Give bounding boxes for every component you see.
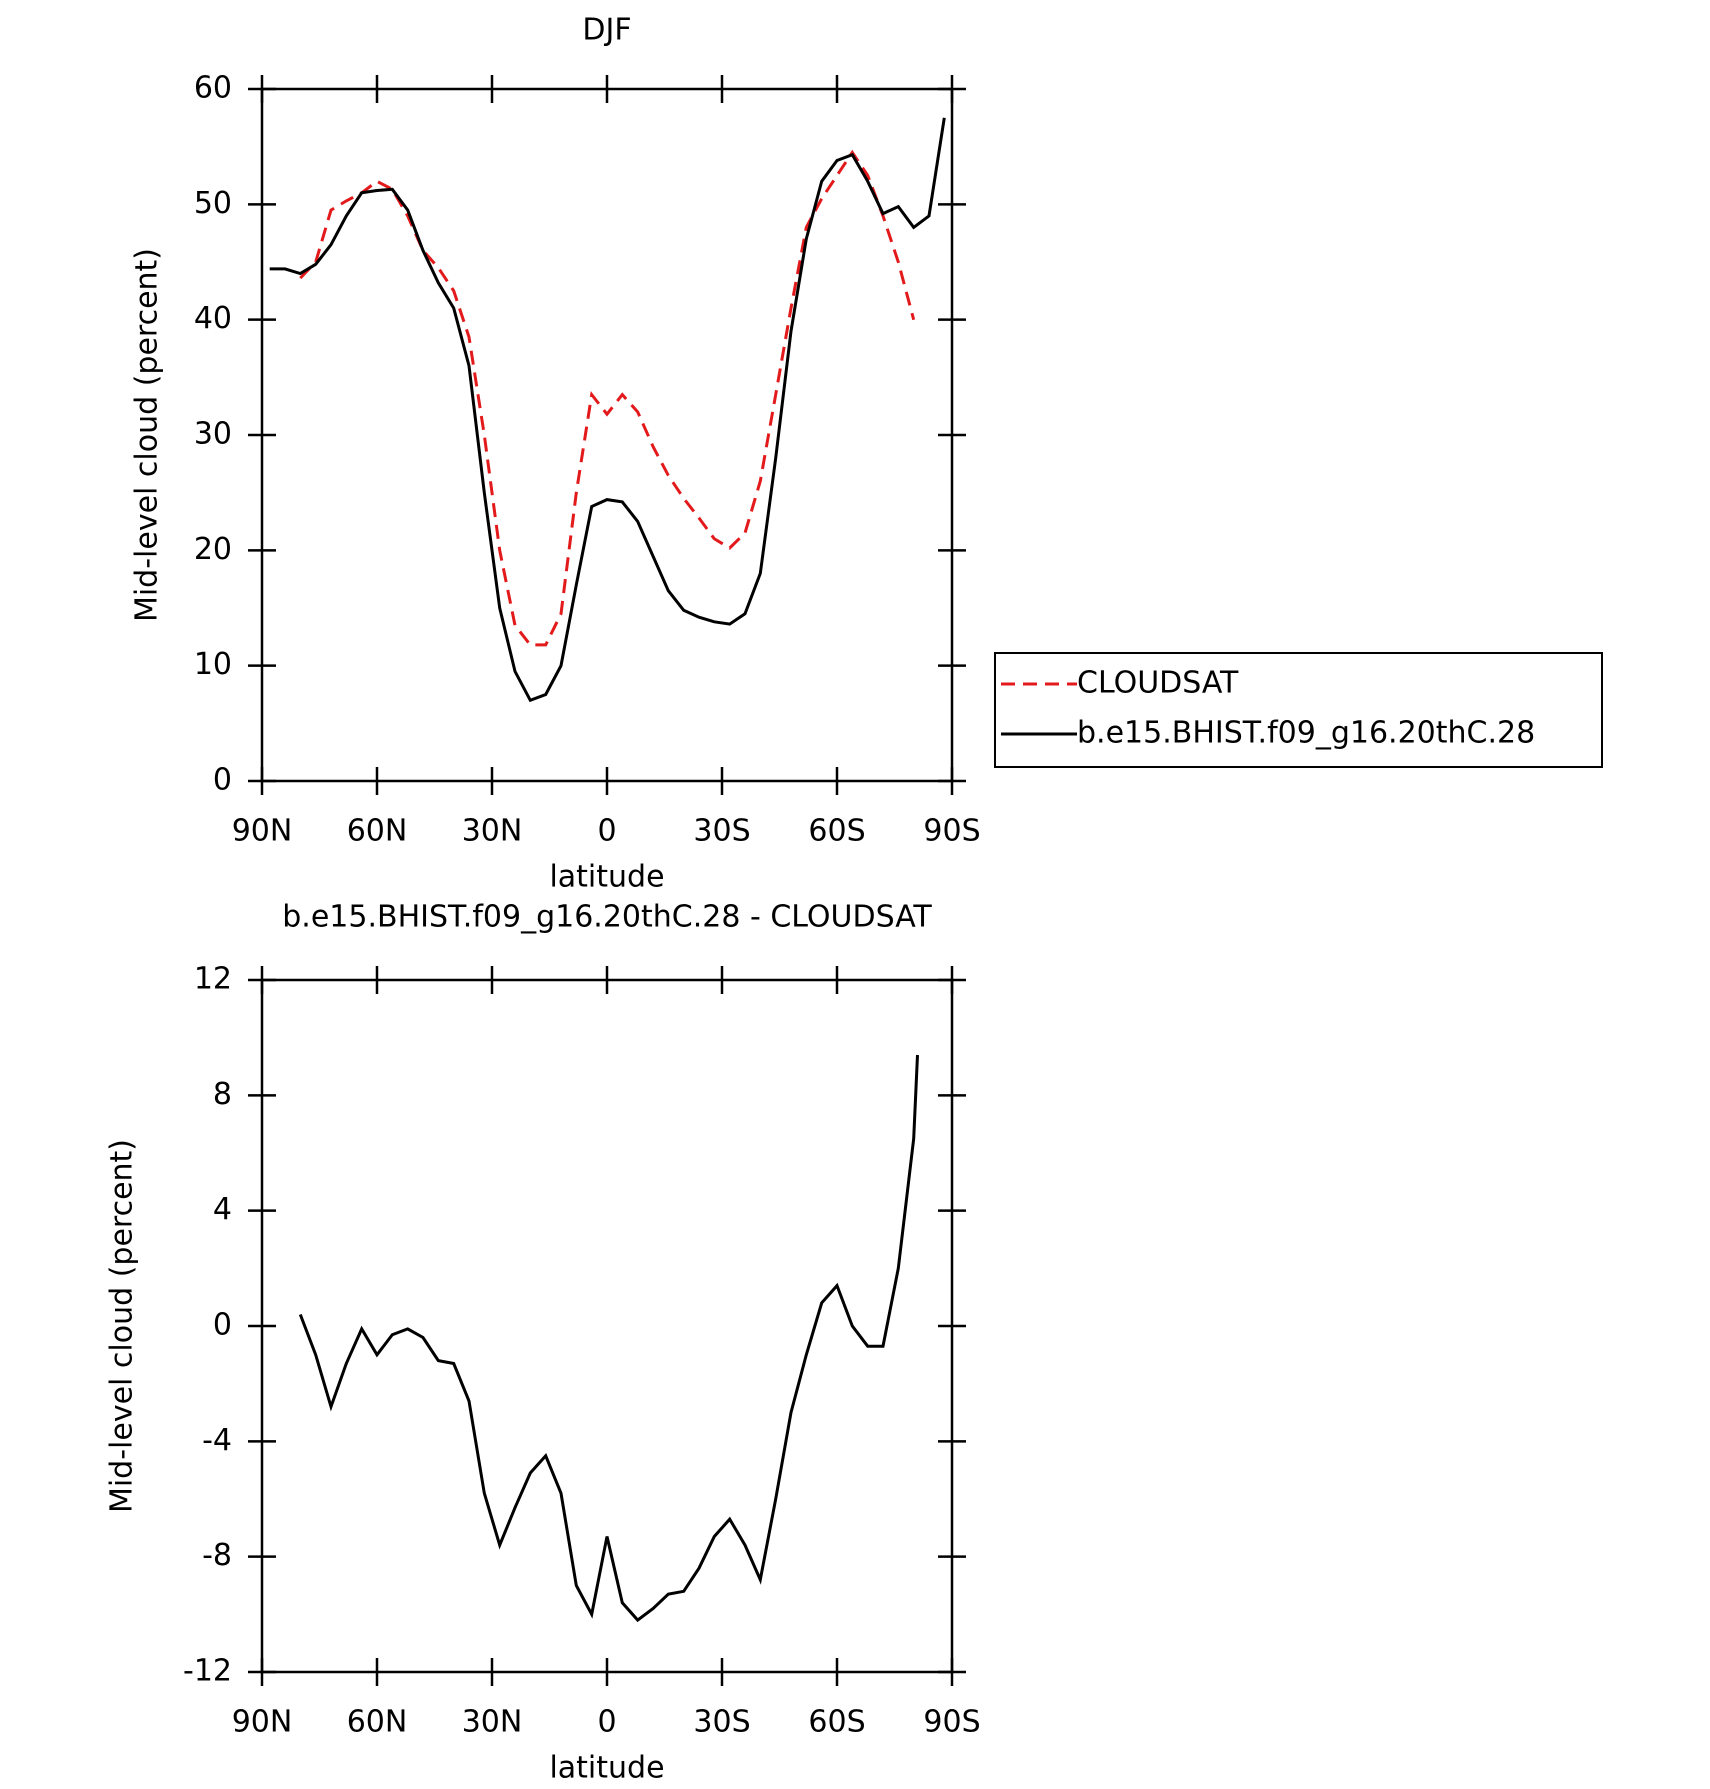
y-tick-label: 10 <box>194 647 232 682</box>
x-tick-label: 0 <box>597 814 616 849</box>
y-tick-label: 0 <box>213 1308 232 1343</box>
legend-box <box>994 652 1603 768</box>
x-tick-label: 30S <box>693 1705 750 1740</box>
x-tick-label: 30S <box>693 814 750 849</box>
y-tick-label: 50 <box>194 186 232 221</box>
x-tick-label: 60S <box>808 1705 865 1740</box>
legend-label: b.e15.BHIST.f09_g16.20thC.28 <box>1077 716 1535 751</box>
x-tick-label: 90N <box>232 814 293 849</box>
chart-title: b.e15.BHIST.f09_g16.20thC.28 - CLOUDSAT <box>282 900 932 935</box>
y-tick-label: 20 <box>194 532 232 567</box>
plot-frame <box>260 87 954 783</box>
x-tick-label: 60S <box>808 814 865 849</box>
x-tick-label: 90N <box>232 1705 293 1740</box>
x-tick-label: 0 <box>597 1705 616 1740</box>
y-tick-label: -4 <box>202 1423 232 1458</box>
x-tick-label: 60N <box>347 814 408 849</box>
y-tick-label: 12 <box>194 962 232 997</box>
x-tick-label: 30N <box>462 814 523 849</box>
y-tick-label: -8 <box>202 1538 232 1573</box>
x-axis-label: latitude <box>549 1751 664 1786</box>
y-axis-label: Mid-level cloud (percent) <box>105 1139 140 1513</box>
data-line <box>269 117 946 703</box>
y-tick-label: 0 <box>213 763 232 798</box>
y-tick-label: -12 <box>183 1654 232 1689</box>
data-line <box>298 1054 919 1623</box>
x-tick-label: 60N <box>347 1705 408 1740</box>
x-axis-label: latitude <box>549 860 664 895</box>
x-tick-label: 90S <box>923 814 980 849</box>
legend-label: CLOUDSAT <box>1077 666 1239 701</box>
y-axis-label: Mid-level cloud (percent) <box>130 248 165 622</box>
y-tick-label: 40 <box>194 301 232 336</box>
plot-frame <box>260 978 954 1674</box>
y-tick-label: 30 <box>194 417 232 452</box>
x-tick-label: 90S <box>923 1705 980 1740</box>
data-line <box>299 149 916 647</box>
x-tick-label: 30N <box>462 1705 523 1740</box>
chart-title: DJF <box>582 13 631 48</box>
y-tick-label: 8 <box>213 1077 232 1112</box>
y-tick-label: 60 <box>194 71 232 106</box>
y-tick-label: 4 <box>213 1192 232 1227</box>
